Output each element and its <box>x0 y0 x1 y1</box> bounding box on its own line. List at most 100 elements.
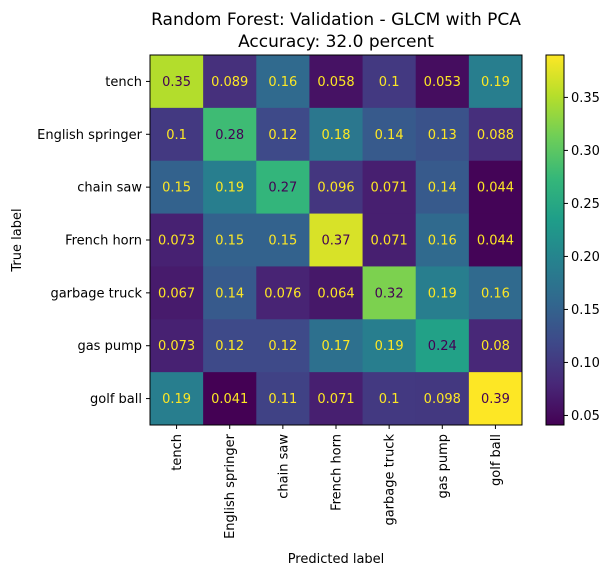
cell-value-label: 0.24 <box>428 339 457 354</box>
heatmap-cell <box>415 55 470 109</box>
cell-value-label: 0.37 <box>322 234 351 249</box>
cell-value-label: 0.11 <box>268 392 297 407</box>
heatmap-cell <box>468 319 523 373</box>
heatmap-cell <box>309 107 364 162</box>
heatmap-cells <box>150 55 523 426</box>
colorbar-tick-label: 0.10 <box>571 356 600 371</box>
colorbar-tick-label: 0.25 <box>571 197 600 212</box>
chart-title-line2: Accuracy: 32.0 percent <box>238 32 434 52</box>
heatmap-cell <box>150 107 204 162</box>
heatmap-cell <box>256 266 310 320</box>
y-tick-label: English springer <box>37 128 143 143</box>
y-tick-label: French horn <box>65 234 142 249</box>
y-tick-label: chain saw <box>77 181 142 196</box>
cell-value-label: 0.073 <box>158 234 195 249</box>
colorbar <box>545 54 565 426</box>
cell-value-label: 0.12 <box>215 339 244 354</box>
heatmap-cell <box>362 55 417 109</box>
colorbar-tick-label: 0.35 <box>571 91 600 106</box>
x-tick-label: English springer <box>223 433 238 539</box>
heatmap-cell <box>150 319 204 373</box>
cell-value-label: 0.067 <box>158 286 195 301</box>
heatmap-cell <box>150 372 204 426</box>
heatmap-cell <box>309 319 364 373</box>
x-tick-label: French horn <box>330 434 345 511</box>
x-tick-label: chain saw <box>276 434 291 499</box>
heatmap-cell-labels: 0.35 0.089 0.16 0.058 0.1 0.053 0.19 0.1 0.28 0.1… <box>158 75 514 407</box>
heatmap-cell <box>256 55 310 109</box>
cell-value-label: 0.053 <box>424 75 461 90</box>
cell-value-label: 0.071 <box>371 181 408 196</box>
heatmap-cell <box>362 107 417 162</box>
heatmap-cell <box>203 160 257 215</box>
y-tick-label: golf ball <box>90 392 142 407</box>
cell-value-label: 0.18 <box>322 128 351 143</box>
heatmap-cell <box>150 213 204 267</box>
heatmap-cell <box>256 107 310 162</box>
heatmap-cell <box>415 319 470 373</box>
x-axis-label: Predicted label <box>288 552 385 567</box>
cell-value-label: 0.089 <box>211 75 248 90</box>
colorbar-tick-label: 0.05 <box>571 409 600 424</box>
cell-value-label: 0.14 <box>428 181 457 196</box>
heatmap-cell <box>362 160 417 215</box>
cell-value-label: 0.1 <box>379 75 400 90</box>
heatmap-cell <box>203 55 257 109</box>
cell-value-label: 0.044 <box>477 181 514 196</box>
cell-value-label: 0.073 <box>158 339 195 354</box>
heatmap-cell <box>415 160 470 215</box>
y-axis-label: True label <box>10 208 25 272</box>
heatmap-cell <box>256 213 310 267</box>
cell-value-label: 0.15 <box>268 234 297 249</box>
cell-value-label: 0.35 <box>162 75 191 90</box>
cell-value-label: 0.096 <box>317 181 354 196</box>
heatmap-cell <box>150 266 204 320</box>
colorbar-tick-label: 0.30 <box>571 144 600 159</box>
cell-value-label: 0.19 <box>215 181 244 196</box>
plot-frame <box>149 54 523 426</box>
cell-value-label: 0.1 <box>379 392 400 407</box>
heatmap-cell <box>362 266 417 320</box>
cell-value-label: 0.19 <box>481 75 510 90</box>
heatmap-cell <box>309 266 364 320</box>
cell-value-label: 0.15 <box>215 234 244 249</box>
heatmap-cell <box>468 160 523 215</box>
heatmap-cell <box>309 372 364 426</box>
cell-value-label: 0.088 <box>477 128 514 143</box>
heatmap-cell <box>415 266 470 320</box>
cell-value-label: 0.076 <box>264 286 301 301</box>
heatmap-cell <box>256 372 310 426</box>
heatmap-cell <box>203 107 257 162</box>
y-axis-ticks: tench English springer chain saw French hor… <box>37 75 150 407</box>
heatmap-cell <box>256 160 310 215</box>
heatmap-cell <box>203 372 257 426</box>
cell-value-label: 0.14 <box>215 286 244 301</box>
x-axis-ticks: tench English springer chain saw French hor… <box>170 425 504 539</box>
heatmap-cell <box>468 372 523 426</box>
y-tick-label: garbage truck <box>50 286 142 301</box>
heatmap-cell <box>309 160 364 215</box>
chart-title-line1: Random Forest: Validation - GLCM with PC… <box>151 10 521 30</box>
heatmap-cell <box>415 372 470 426</box>
cell-value-label: 0.16 <box>428 234 457 249</box>
heatmap-cell <box>362 372 417 426</box>
x-tick-label: tench <box>170 434 185 471</box>
colorbar-ticks: 0.05 0.10 0.15 0.20 0.25 0.30 0.35 <box>564 91 600 424</box>
cell-value-label: 0.16 <box>481 286 510 301</box>
cell-value-label: 0.12 <box>268 128 297 143</box>
cell-value-label: 0.041 <box>211 392 248 407</box>
cell-value-label: 0.13 <box>428 128 457 143</box>
heatmap-cell <box>362 319 417 373</box>
y-tick-label: tench <box>105 75 142 90</box>
heatmap-cell <box>415 213 470 267</box>
heatmap-cell <box>468 266 523 320</box>
cell-value-label: 0.071 <box>371 234 408 249</box>
heatmap-cell <box>468 55 523 109</box>
heatmap-cell <box>256 319 310 373</box>
heatmap-cell <box>468 213 523 267</box>
heatmap-cell <box>362 213 417 267</box>
cell-value-label: 0.098 <box>424 392 461 407</box>
heatmap-cell <box>203 213 257 267</box>
cell-value-label: 0.19 <box>375 339 404 354</box>
